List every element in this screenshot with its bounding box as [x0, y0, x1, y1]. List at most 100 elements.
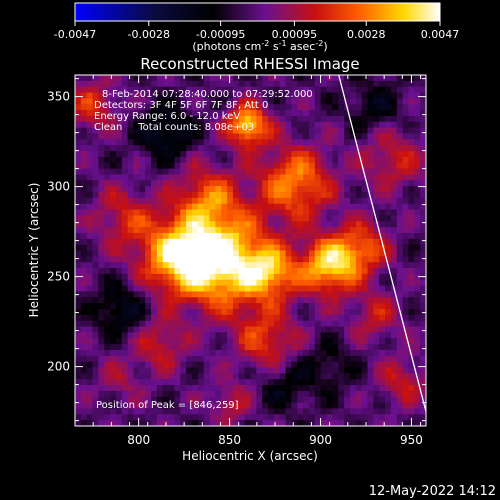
heatmap-cell [309, 373, 316, 380]
heatmap-cell [385, 285, 392, 293]
heatmap-cell [127, 402, 135, 410]
heatmap-cell [145, 291, 152, 298]
heatmap-cell [309, 215, 316, 222]
heatmap-cell [338, 151, 345, 158]
heatmap-cell [209, 209, 216, 216]
heatmap-cell [186, 385, 193, 392]
heatmap-cell [367, 133, 374, 140]
heatmap-cell [250, 203, 257, 211]
heatmap-cell [221, 349, 228, 357]
heatmap-cell [320, 390, 328, 398]
heatmap-cell [139, 402, 146, 410]
heatmap-cell [156, 379, 164, 386]
heatmap-cell [80, 115, 88, 123]
heatmap-cell [227, 162, 234, 170]
heatmap-cell [309, 192, 316, 199]
heatmap-cell [186, 162, 193, 170]
heatmap-cell [186, 268, 193, 275]
heatmap-cell [203, 297, 211, 304]
heatmap-cell [379, 127, 386, 135]
heatmap-cell [303, 332, 310, 339]
heatmap-cell [151, 385, 158, 392]
heatmap-cell [332, 402, 339, 410]
heatmap-cell [244, 390, 252, 398]
heatmap-cell [297, 221, 304, 228]
heatmap-cell [361, 115, 369, 123]
heatmap-cell [209, 145, 216, 152]
heatmap-cell [127, 110, 135, 117]
heatmap-cell [238, 127, 246, 135]
heatmap-cell [139, 268, 146, 275]
heatmap-cell [151, 162, 158, 170]
heatmap-cell [279, 209, 287, 216]
heatmap-cell [355, 309, 363, 316]
heatmap-cell [156, 215, 164, 222]
heatmap-cell [385, 80, 392, 88]
heatmap-cell [396, 262, 404, 269]
heatmap-cell [192, 174, 199, 181]
heatmap-cell [168, 197, 176, 205]
heatmap-cell [291, 75, 298, 82]
heatmap-cell [110, 373, 117, 380]
heatmap-cell [326, 139, 333, 146]
heatmap-cell [104, 215, 111, 222]
heatmap-cell [180, 262, 187, 269]
heatmap-cell [338, 390, 345, 398]
heatmap-cell [309, 291, 316, 298]
heatmap-cell [361, 385, 369, 392]
heatmap-cell [285, 250, 293, 257]
heatmap-cell [285, 268, 293, 275]
heatmap-cell [98, 162, 105, 170]
heatmap-cell [121, 314, 129, 322]
heatmap-cell [221, 227, 228, 234]
heatmap-cell [402, 174, 410, 181]
heatmap-cell [238, 80, 246, 88]
heatmap-cell [349, 314, 357, 322]
heatmap-cell [162, 285, 170, 293]
heatmap-cell [285, 192, 293, 199]
heatmap-cell [215, 232, 222, 240]
heatmap-cell [221, 355, 228, 363]
heatmap-cell [209, 355, 216, 363]
heatmap-cell [279, 232, 287, 240]
heatmap-cell [110, 320, 117, 328]
heatmap-cell [338, 227, 345, 234]
heatmap-cell [314, 256, 322, 263]
heatmap-cell [314, 338, 322, 345]
heatmap-cell [408, 80, 415, 88]
heatmap-cell [156, 162, 164, 170]
heatmap-cell [121, 115, 129, 123]
heatmap-cell [338, 127, 345, 135]
heatmap-cell [127, 104, 135, 111]
heatmap-cell [273, 151, 281, 158]
heatmap-cell [203, 396, 211, 404]
heatmap-cell [344, 151, 351, 158]
heatmap-cell [80, 332, 88, 339]
heatmap-cell [390, 332, 398, 339]
heatmap-cell [92, 332, 99, 339]
heatmap-cell [273, 127, 281, 135]
heatmap-cell [162, 367, 170, 374]
heatmap-cell [268, 145, 275, 152]
heatmap-cell [238, 408, 246, 415]
heatmap-cell [285, 385, 293, 392]
heatmap-cell [361, 162, 369, 170]
heatmap-cell [250, 314, 257, 322]
heatmap-cell [361, 192, 369, 199]
heatmap-cell [156, 227, 164, 234]
heatmap-cell [232, 227, 240, 234]
heatmap-cell [332, 75, 339, 82]
heatmap-cell [355, 203, 363, 211]
heatmap-cell [320, 110, 328, 117]
heatmap-cell [121, 92, 129, 99]
heatmap-cell [156, 338, 164, 345]
heatmap-cell [297, 279, 304, 287]
heatmap-cell [232, 373, 240, 380]
heatmap-cell [332, 326, 339, 333]
heatmap-cell [110, 367, 117, 374]
heatmap-cell [168, 273, 176, 281]
heatmap-cell [291, 344, 298, 351]
heatmap-cell [297, 162, 304, 170]
heatmap-cell [367, 390, 374, 398]
heatmap-cell [86, 121, 94, 129]
